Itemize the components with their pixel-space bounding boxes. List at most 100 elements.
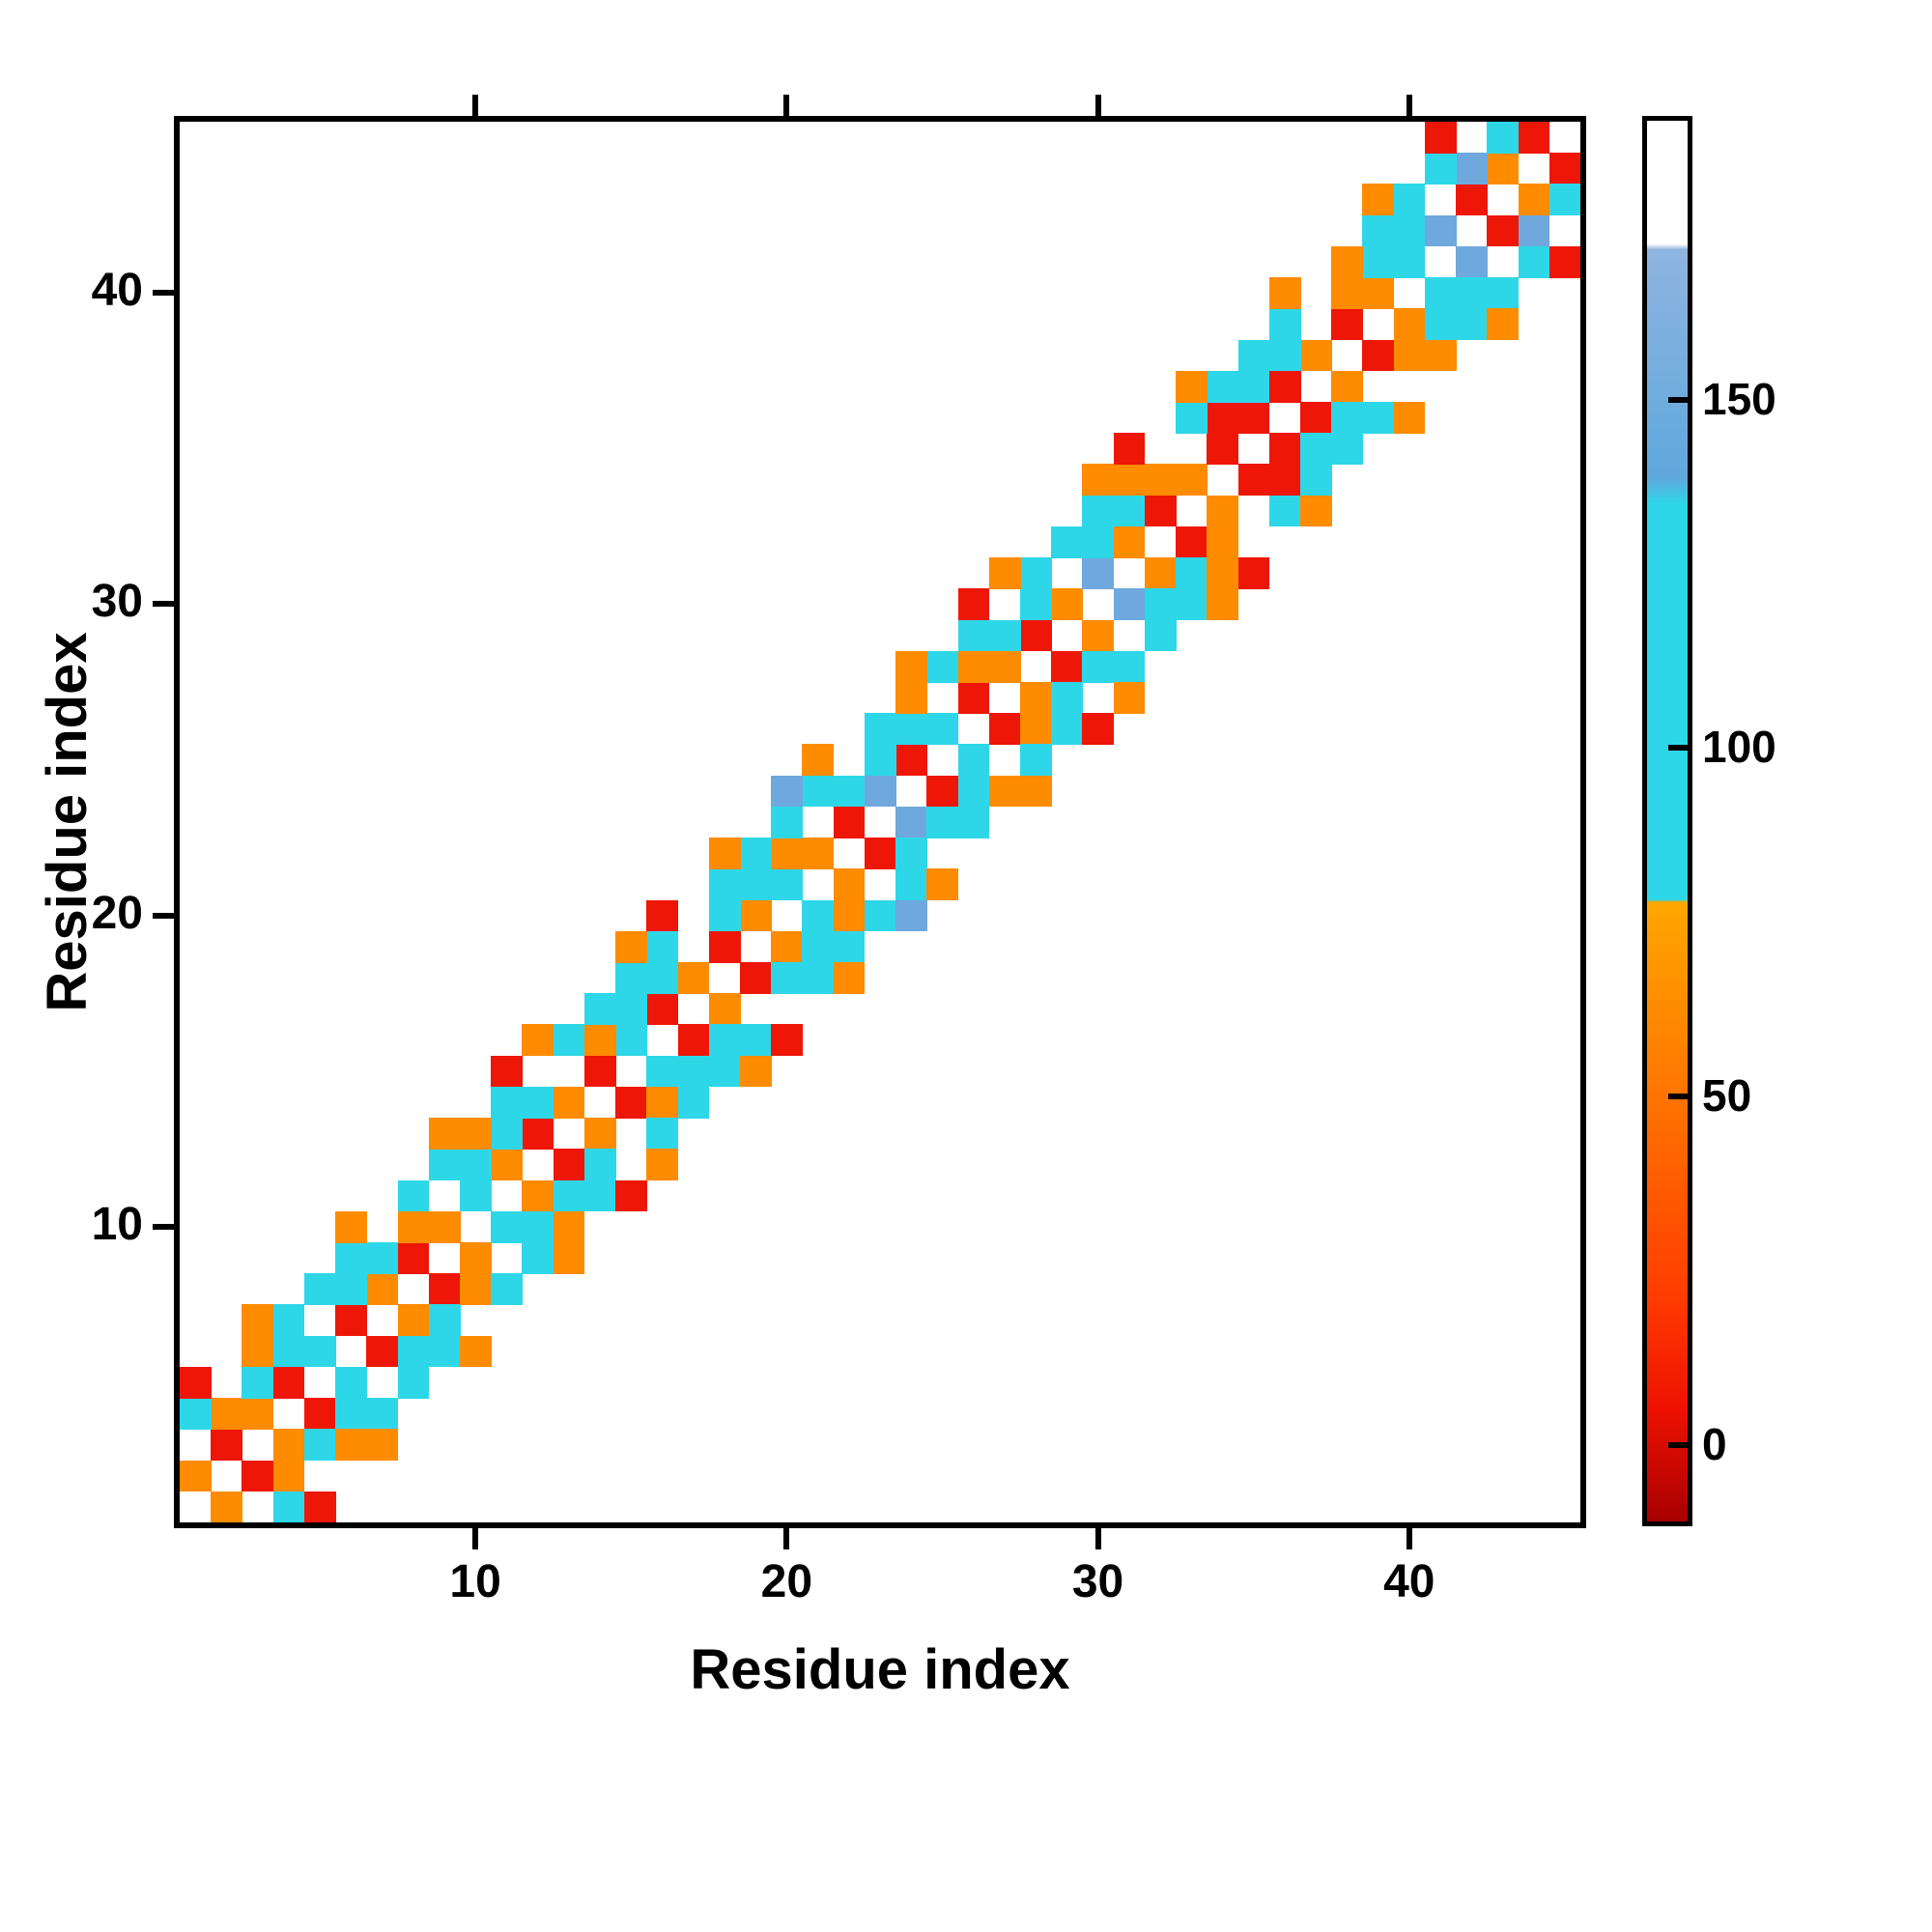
heatmap-cell <box>1268 464 1301 497</box>
heatmap-cell <box>926 713 959 746</box>
heatmap-cell <box>957 682 990 714</box>
heatmap-cell <box>895 682 927 714</box>
heatmap-cell <box>1207 557 1239 589</box>
heatmap-cell <box>1393 339 1426 372</box>
heatmap-cell <box>1362 214 1395 247</box>
heatmap-cell <box>1207 526 1239 558</box>
heatmap-cell <box>1082 495 1115 527</box>
heatmap-cell <box>740 1024 772 1057</box>
heatmap-cell <box>1548 153 1580 185</box>
heatmap-cell <box>646 899 679 932</box>
heatmap-cell <box>303 1273 336 1306</box>
heatmap-cell <box>553 1210 585 1243</box>
heatmap-cell <box>1268 370 1301 403</box>
heatmap-cell <box>988 775 1021 808</box>
heatmap-cell <box>1020 713 1052 746</box>
heatmap-cell <box>708 868 741 901</box>
heatmap-cell <box>1082 526 1115 558</box>
y-axis-label: Residue index <box>36 632 99 1012</box>
heatmap-cell <box>740 1055 772 1088</box>
heatmap-cell <box>522 1210 554 1243</box>
heatmap-cell <box>1362 277 1395 309</box>
x-axis-top-tick <box>1094 95 1101 116</box>
heatmap-cell <box>1424 214 1457 247</box>
heatmap-cell <box>895 868 927 901</box>
y-tick-label: 30 <box>91 576 143 628</box>
heatmap-cell <box>1300 339 1332 372</box>
x-tick-label: 20 <box>760 1556 813 1607</box>
heatmap-cell <box>864 713 896 746</box>
heatmap-cell <box>1082 619 1115 652</box>
heatmap-cell <box>1051 526 1084 558</box>
heatmap-cell <box>1456 277 1488 309</box>
heatmap-cell <box>615 1086 647 1119</box>
heatmap-cell <box>1393 308 1426 341</box>
heatmap-cell <box>1082 650 1115 683</box>
heatmap-cell <box>397 1210 430 1243</box>
heatmap-cell <box>428 1118 461 1150</box>
heatmap-cell <box>1487 122 1520 154</box>
y-axis-tick <box>153 601 174 608</box>
heatmap-cell <box>1144 557 1177 589</box>
heatmap-cell <box>802 838 835 869</box>
heatmap-cell <box>491 1210 524 1243</box>
heatmap-cell <box>242 1460 274 1492</box>
heatmap-cell <box>211 1398 243 1430</box>
heatmap-cell <box>1300 495 1332 527</box>
heatmap-cell <box>366 1429 399 1462</box>
heatmap-cell <box>1020 588 1052 621</box>
heatmap-cell <box>1207 495 1239 527</box>
colorbar <box>1642 116 1692 1526</box>
heatmap-cell <box>988 557 1021 589</box>
heatmap-cell <box>771 806 804 838</box>
heatmap-cell <box>988 650 1021 683</box>
heatmap-cell <box>428 1335 461 1368</box>
heatmap-cell <box>272 1366 305 1399</box>
heatmap-cell <box>1424 277 1457 309</box>
heatmap-cell <box>1144 495 1177 527</box>
heatmap-cell <box>988 619 1021 652</box>
heatmap-cell <box>1362 339 1395 372</box>
heatmap-cell <box>460 1242 492 1274</box>
heatmap-cell <box>428 1273 461 1306</box>
heatmap-cell <box>1144 619 1177 652</box>
heatmap-cell <box>895 744 927 777</box>
heatmap-cell <box>522 1242 554 1274</box>
heatmap-cell <box>1331 308 1364 341</box>
heatmap-cell <box>771 775 804 808</box>
heatmap-cell <box>1456 153 1488 185</box>
x-axis-tick <box>1094 1528 1101 1549</box>
heatmap-cell <box>833 775 866 808</box>
heatmap-cell <box>802 899 835 932</box>
heatmap-cell <box>335 1398 367 1430</box>
heatmap-cell <box>646 930 679 963</box>
heatmap-cell <box>864 838 896 869</box>
heatmap-cell <box>646 1149 679 1181</box>
heatmap-cell <box>1424 308 1457 341</box>
heatmap-cell <box>1393 214 1426 247</box>
heatmap-cell <box>553 1149 585 1181</box>
heatmap-cell <box>646 1055 679 1088</box>
heatmap-cell <box>1268 433 1301 466</box>
heatmap-cell <box>957 619 990 652</box>
heatmap-cell <box>397 1242 430 1274</box>
heatmap-cell <box>1548 184 1580 216</box>
heatmap-cell <box>242 1398 274 1430</box>
heatmap-cell <box>1020 682 1052 714</box>
heatmap-cell <box>366 1273 399 1306</box>
heatmap-cell <box>1268 495 1301 527</box>
x-tick-label: 40 <box>1383 1556 1435 1607</box>
heatmap-cell <box>708 1024 741 1057</box>
heatmap-cell <box>335 1210 367 1243</box>
heatmap-cell <box>864 775 896 808</box>
heatmap-cell <box>615 1179 647 1212</box>
heatmap-cell <box>1331 433 1364 466</box>
heatmap-cell <box>553 1179 585 1212</box>
heatmap-cell <box>1051 650 1084 683</box>
heatmap-cell <box>1393 184 1426 216</box>
heatmap-cell <box>1020 557 1052 589</box>
colorbar-tick <box>1668 745 1688 752</box>
heatmap-cell <box>1456 245 1488 278</box>
colorbar-tick <box>1668 1093 1688 1099</box>
